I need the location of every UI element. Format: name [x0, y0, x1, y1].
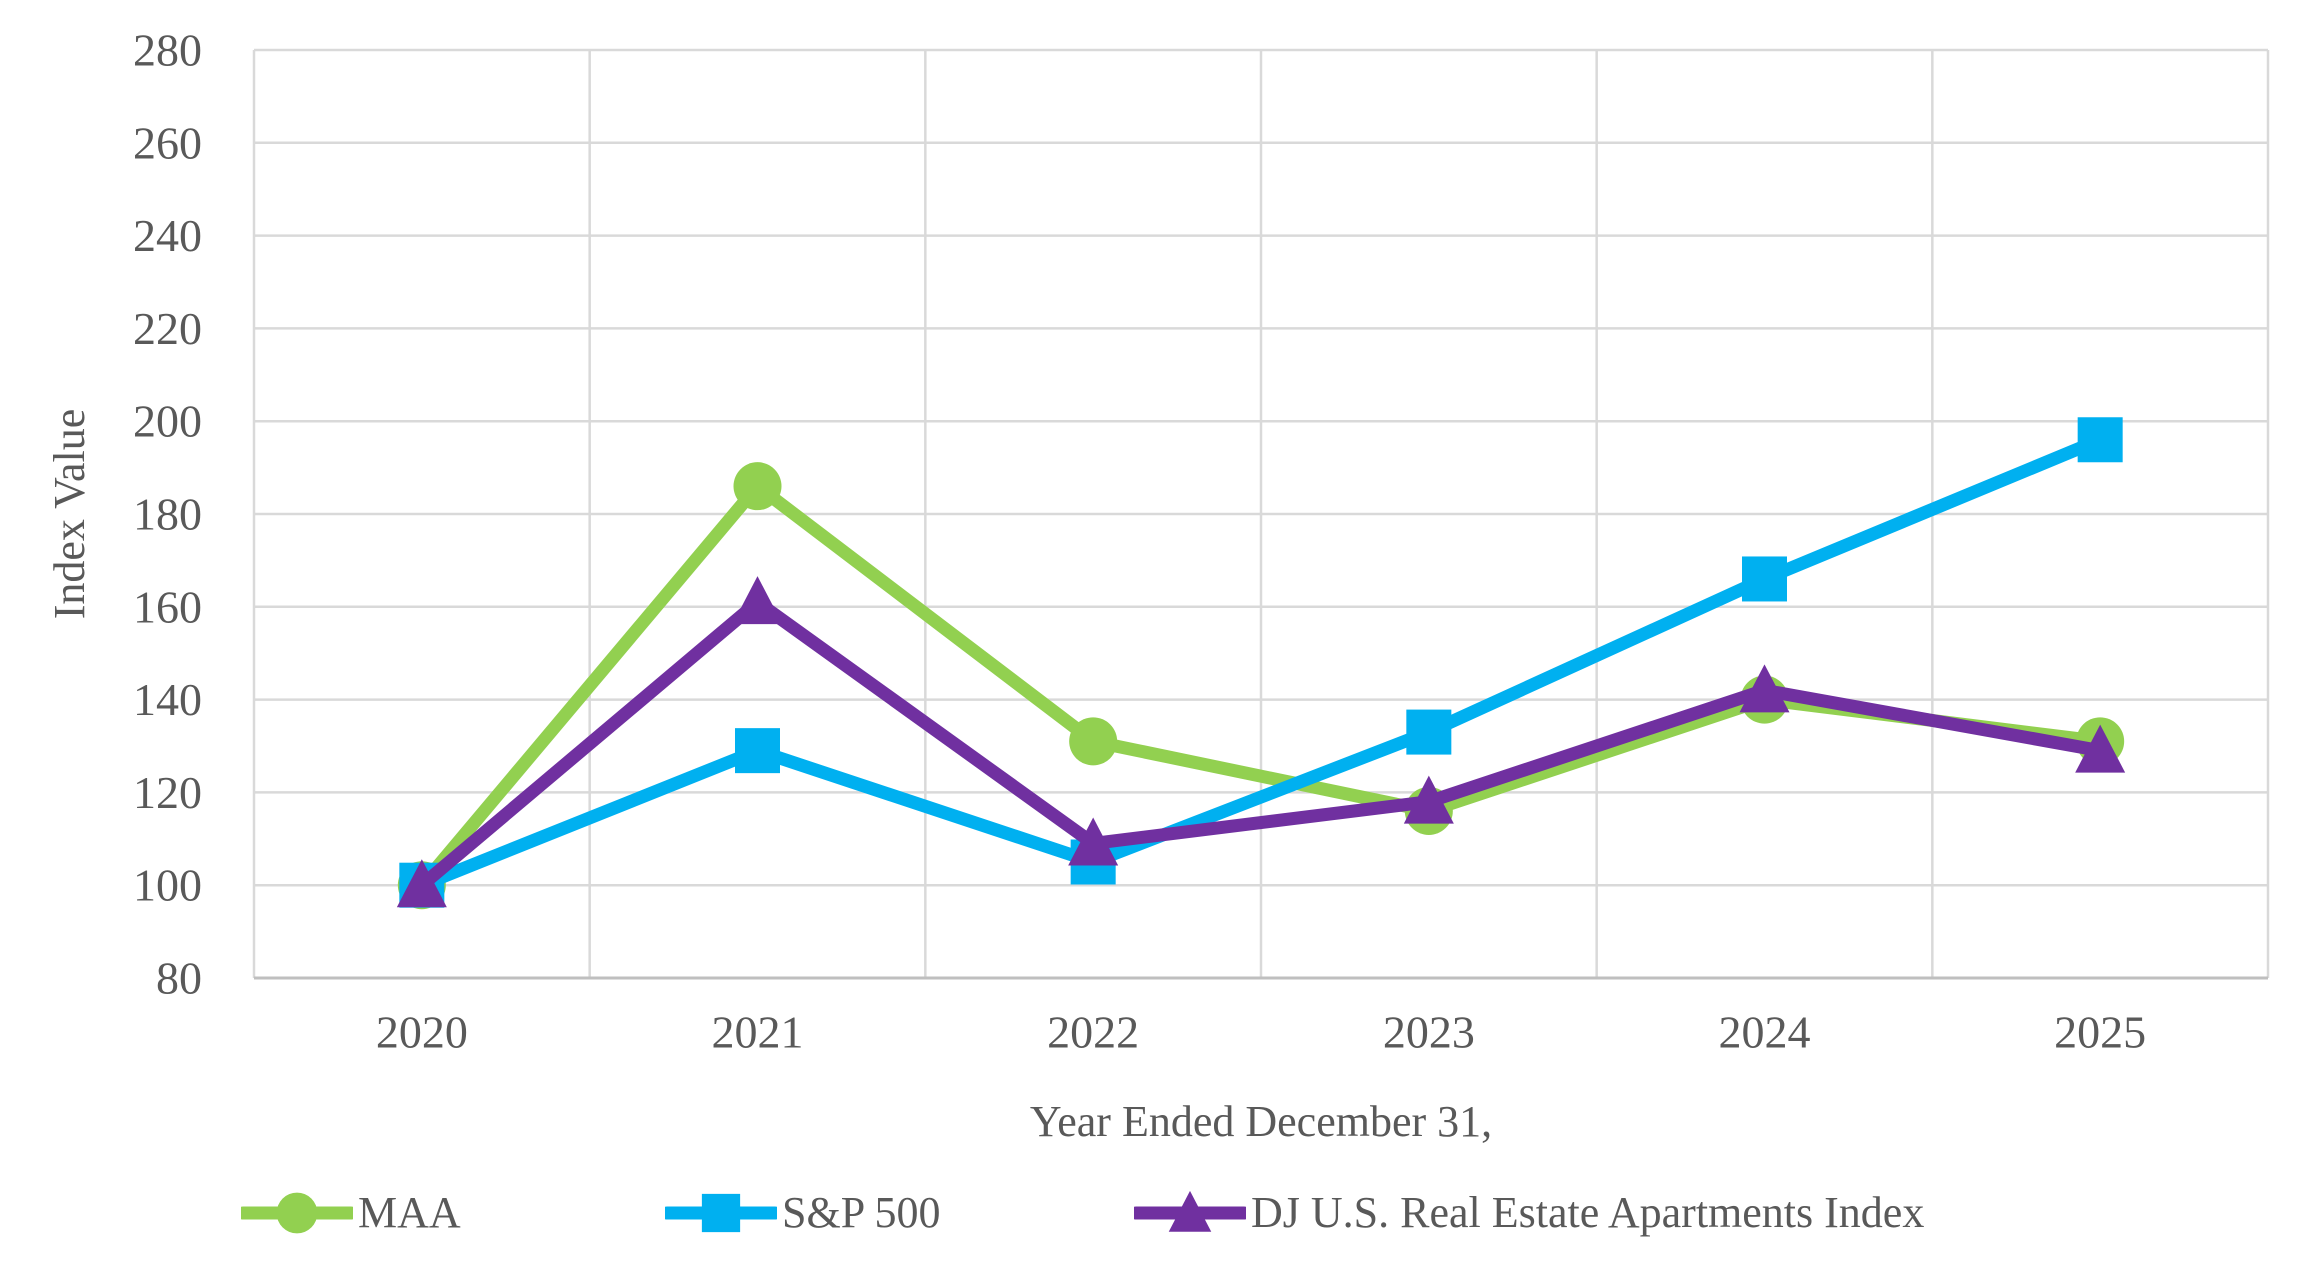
x-tick-label: 2021: [712, 1007, 804, 1058]
x-tick-label: 2023: [1383, 1007, 1475, 1058]
s-p-500-marker-2023: [1406, 709, 1452, 755]
maa-marker-2022: [1069, 717, 1118, 766]
y-tick-label: 260: [133, 117, 202, 168]
s-p-500-square-swatch-icon: [665, 1193, 777, 1233]
dj-u-s-real-estate-apartments-index-marker-2022: [1068, 817, 1119, 866]
legend-item-dj-u-s-real-estate-apartments-index: DJ U.S. Real Estate Apartments Index: [1134, 1185, 1924, 1241]
s-p-500-marker-2024: [1742, 556, 1787, 602]
x-axis-title: Year Ended December 31,: [1029, 1097, 1493, 1146]
x-tick-label: 2020: [376, 1007, 468, 1058]
y-tick-label: 200: [133, 396, 202, 447]
legend-label: DJ U.S. Real Estate Apartments Index: [1251, 1188, 1925, 1237]
y-tick-label: 140: [133, 674, 202, 725]
dj-u-s-real-estate-apartments-index-marker-2025: [2075, 724, 2126, 773]
s-p-500-marker-2025: [2077, 417, 2123, 463]
x-tick-label: 2022: [1047, 1007, 1139, 1058]
dj-u-s-real-estate-apartments-index-marker-2023: [1403, 775, 1454, 824]
y-axis-title: Index Value: [45, 408, 94, 620]
legend-label: S&P 500: [782, 1188, 941, 1237]
maa-marker-2021: [733, 462, 782, 511]
y-tick-label: 160: [133, 581, 202, 632]
y-tick-label: 80: [156, 953, 202, 1004]
dj-u-s-real-estate-apartments-index-line: [415, 595, 2107, 892]
y-tick-label: 220: [133, 303, 202, 354]
s-p-500-line: [415, 433, 2107, 892]
maa-circle-swatch-icon: [241, 1192, 353, 1234]
legend-item-maa: MAA: [241, 1185, 461, 1241]
dj-u-s-real-estate-apartments-index-triangle-swatch-icon: [1134, 1190, 1246, 1232]
x-tick-label: 2025: [2054, 1007, 2146, 1058]
legend-item-s-p-500: S&P 500: [665, 1185, 941, 1241]
x-tick-label: 2024: [1719, 1007, 1811, 1058]
legend: MAA S&P 500 DJ U.S. Real Estate Apartments…: [0, 1185, 2320, 1245]
y-tick-label: 280: [133, 25, 202, 76]
y-tick-label: 240: [133, 210, 202, 261]
legend-label: MAA: [358, 1188, 461, 1237]
dj-u-s-real-estate-apartments-index-marker-2020: [396, 859, 447, 908]
s-p-500-marker-2021: [735, 728, 780, 774]
dj-u-s-real-estate-apartments-index-marker-2024: [1739, 664, 1790, 713]
legend-swatch-marker: [1168, 1190, 1212, 1232]
y-tick-label: 180: [133, 489, 202, 540]
y-tick-label: 120: [133, 767, 202, 818]
y-tick-label: 100: [133, 860, 202, 911]
legend-swatch-marker: [701, 1193, 741, 1233]
legend-swatch-marker: [276, 1192, 318, 1234]
dj-u-s-real-estate-apartments-index-marker-2021: [732, 576, 783, 625]
